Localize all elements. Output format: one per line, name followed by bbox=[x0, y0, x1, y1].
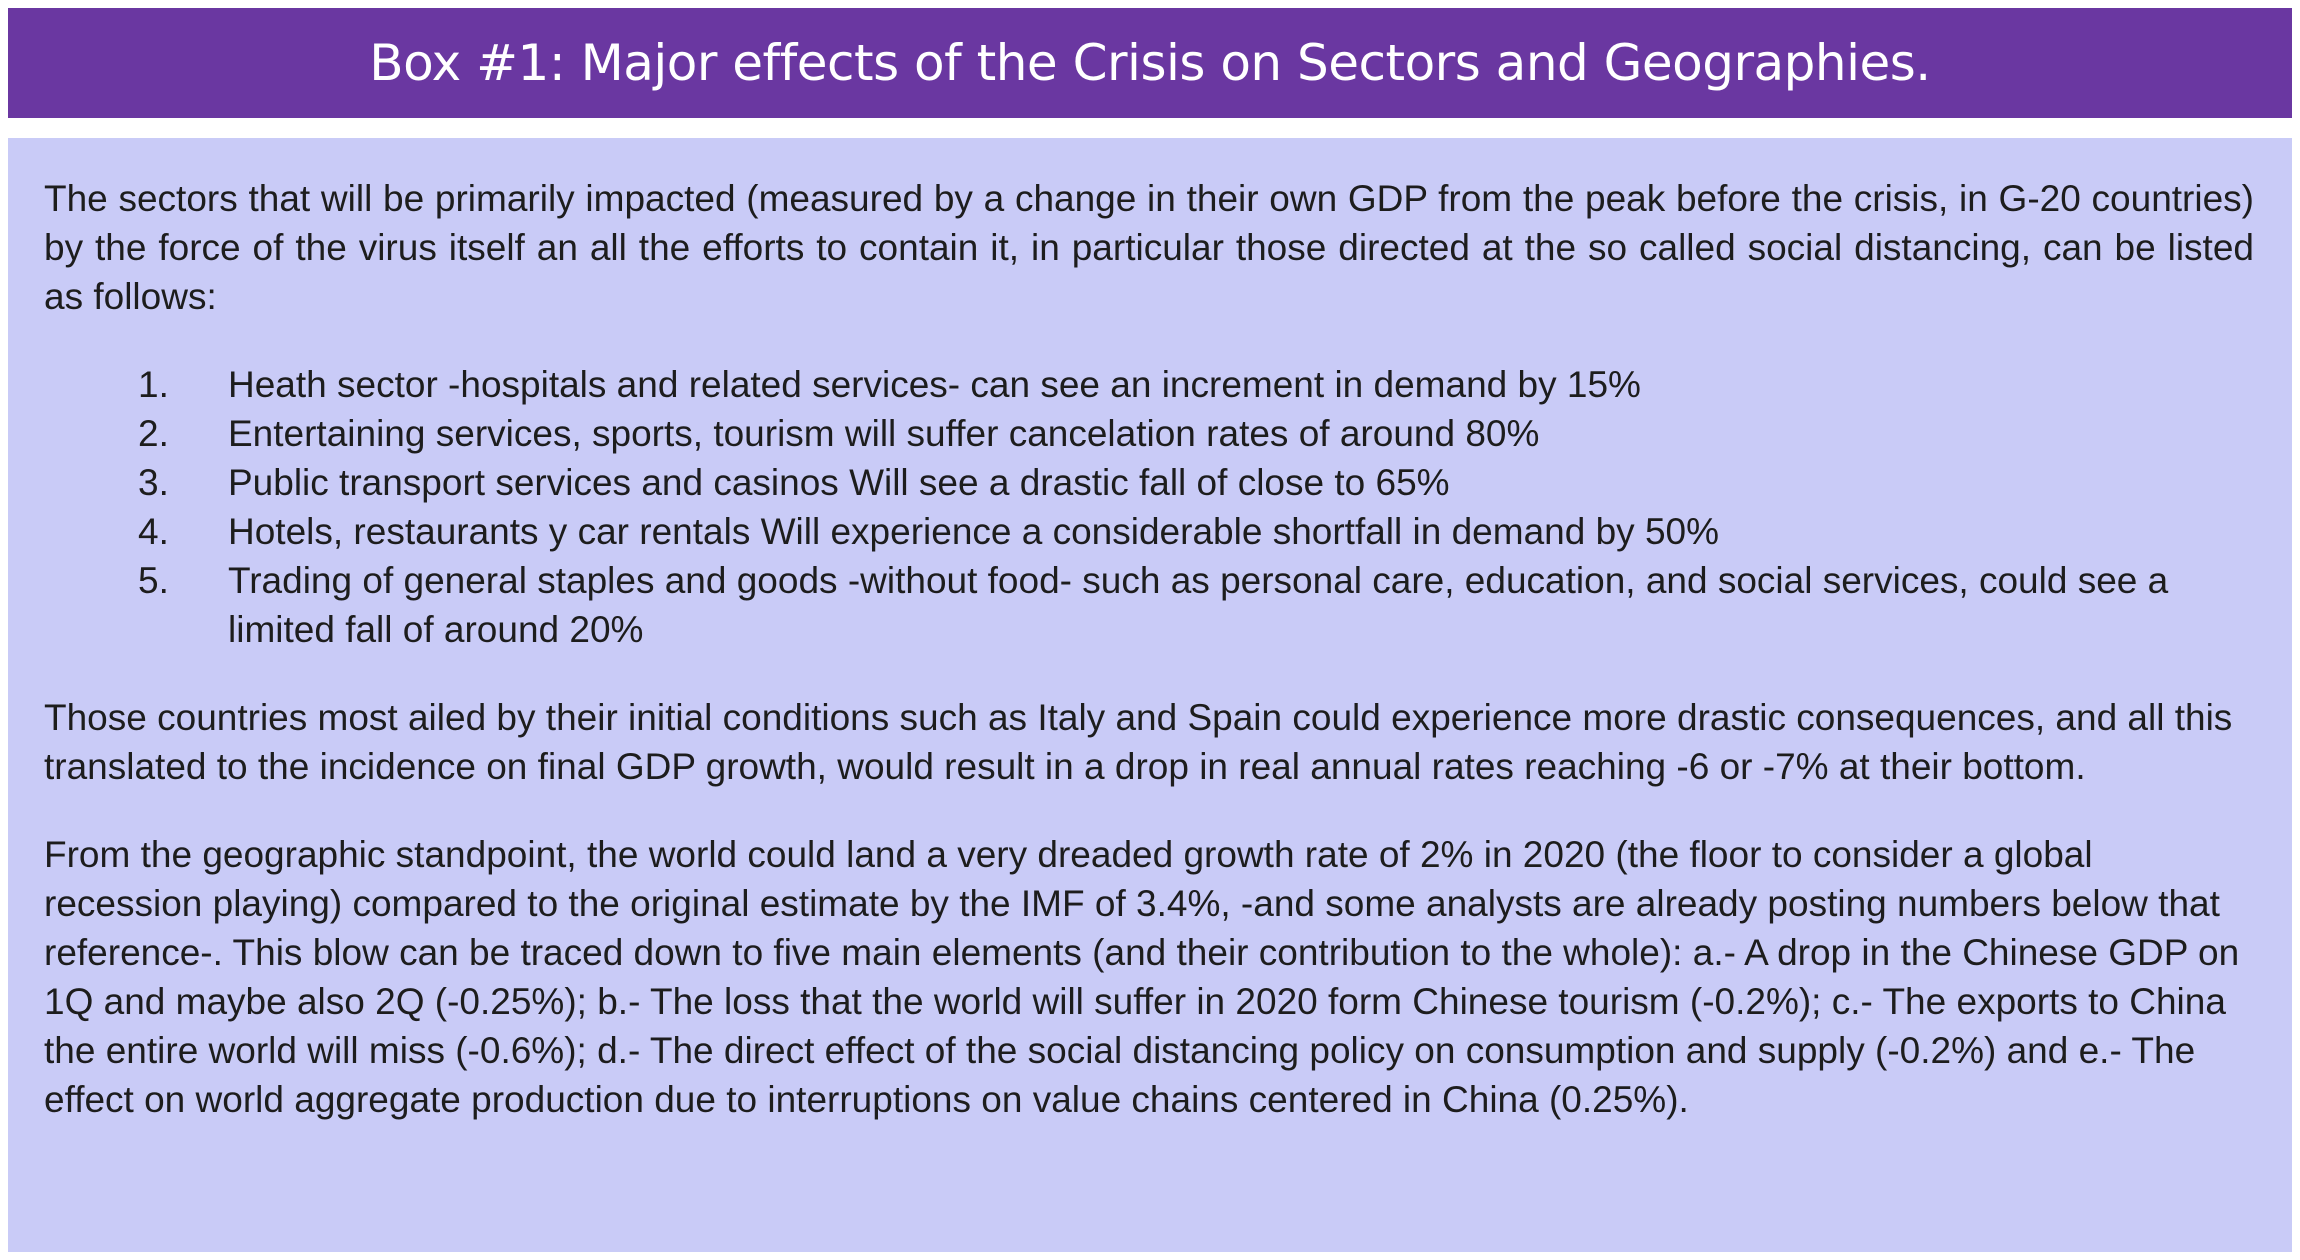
sector-list: 1. Heath sector -hospitals and related s… bbox=[44, 360, 2254, 654]
list-item-number: 1. bbox=[138, 364, 169, 405]
list-item-number: 5. bbox=[138, 560, 169, 601]
list-item: 5. Trading of general staples and goods … bbox=[138, 556, 2254, 654]
list-item-text: Trading of general staples and goods -wi… bbox=[228, 560, 2169, 650]
list-item: 2. Entertaining services, sports, touris… bbox=[138, 409, 2254, 458]
list-item-number: 4. bbox=[138, 511, 169, 552]
list-item-number: 3. bbox=[138, 462, 169, 503]
geography-paragraph: From the geographic standpoint, the worl… bbox=[44, 834, 2240, 1120]
box-body: The sectors that will be primarily impac… bbox=[8, 138, 2292, 1252]
list-item: 4. Hotels, restaurants y car rentals Wil… bbox=[138, 507, 2254, 556]
intro-paragraph: The sectors that will be primarily impac… bbox=[44, 178, 2254, 317]
list-item: 1. Heath sector -hospitals and related s… bbox=[138, 360, 2254, 409]
box-header: Box #1: Major effects of the Crisis on S… bbox=[8, 8, 2292, 118]
countries-paragraph: Those countries most ailed by their init… bbox=[44, 697, 2233, 787]
list-item-number: 2. bbox=[138, 413, 169, 454]
list-item-text: Public transport services and casinos Wi… bbox=[228, 462, 1450, 503]
list-item-text: Heath sector -hospitals and related serv… bbox=[228, 364, 1641, 405]
list-item: 3. Public transport services and casinos… bbox=[138, 458, 2254, 507]
list-item-text: Hotels, restaurants y car rentals Will e… bbox=[228, 511, 1720, 552]
list-item-text: Entertaining services, sports, tourism w… bbox=[228, 413, 1540, 454]
box-title: Box #1: Major effects of the Crisis on S… bbox=[369, 34, 1931, 92]
